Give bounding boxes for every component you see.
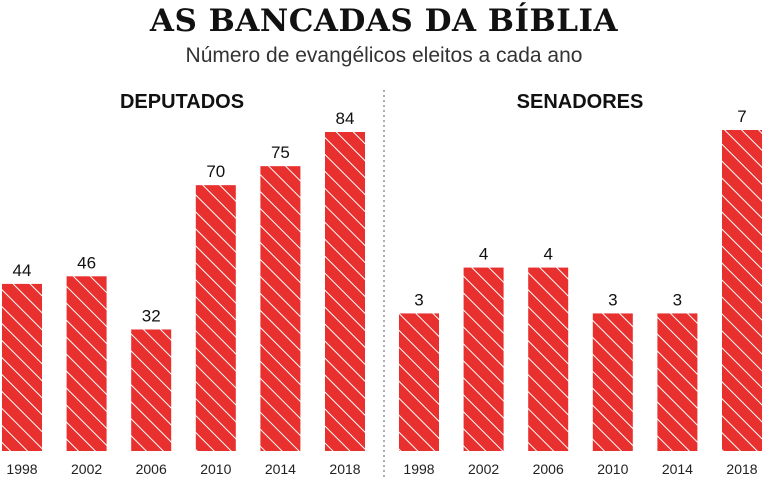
x-tick-label: 2002	[71, 461, 102, 477]
bar	[722, 130, 762, 451]
data-label: 84	[336, 109, 355, 128]
x-tick-label: 2002	[468, 461, 499, 477]
bar	[66, 276, 107, 451]
x-tick-label: 2006	[533, 461, 564, 477]
bar	[528, 267, 569, 451]
x-tick-label: 2010	[597, 461, 628, 477]
x-tick-label: 1998	[6, 461, 37, 477]
bar	[592, 313, 633, 451]
data-label: 7	[737, 107, 746, 126]
x-tick-label: 2018	[726, 461, 757, 477]
bar	[131, 329, 172, 451]
x-tick-label: 2006	[136, 461, 167, 477]
x-tick-label: 2014	[662, 461, 693, 477]
panel-deputados: DEPUTADOS 44 1998 46 2002 32 2006 70 2010 75 2014 8…	[2, 91, 365, 477]
data-label: 70	[206, 162, 225, 181]
x-tick-label: 1998	[403, 461, 434, 477]
data-label: 32	[142, 306, 161, 325]
x-tick-label: 2014	[265, 461, 296, 477]
data-label: 46	[77, 253, 96, 272]
x-tick-label: 2018	[329, 461, 360, 477]
data-label: 3	[414, 290, 423, 309]
chart-subtitle: Número de evangélicos eleitos a cada ano	[185, 44, 583, 67]
data-label: 4	[479, 245, 488, 264]
chart-title: AS BANCADAS DA BÍBLIA	[149, 3, 619, 39]
panel-title: SENADORES	[517, 91, 644, 113]
bar	[2, 283, 42, 451]
bar	[325, 132, 365, 451]
bar	[260, 166, 301, 451]
panel-title: DEPUTADOS	[120, 91, 244, 113]
data-label: 3	[608, 290, 617, 309]
panel-senadores: SENADORES 3 1998 4 2002 4 2006 3 2010 3 2014 7 2018	[399, 91, 762, 477]
data-label: 3	[673, 290, 682, 309]
bar	[195, 185, 236, 451]
data-label: 75	[271, 143, 290, 162]
bar	[463, 267, 504, 451]
bar	[657, 313, 698, 451]
data-label: 4	[543, 245, 552, 264]
bar	[399, 313, 439, 451]
x-tick-label: 2010	[200, 461, 231, 477]
data-label: 44	[13, 261, 32, 280]
